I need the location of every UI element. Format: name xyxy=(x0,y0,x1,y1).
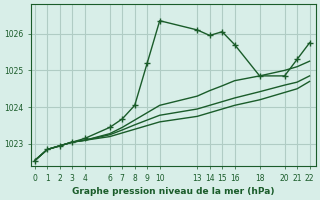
X-axis label: Graphe pression niveau de la mer (hPa): Graphe pression niveau de la mer (hPa) xyxy=(72,187,275,196)
